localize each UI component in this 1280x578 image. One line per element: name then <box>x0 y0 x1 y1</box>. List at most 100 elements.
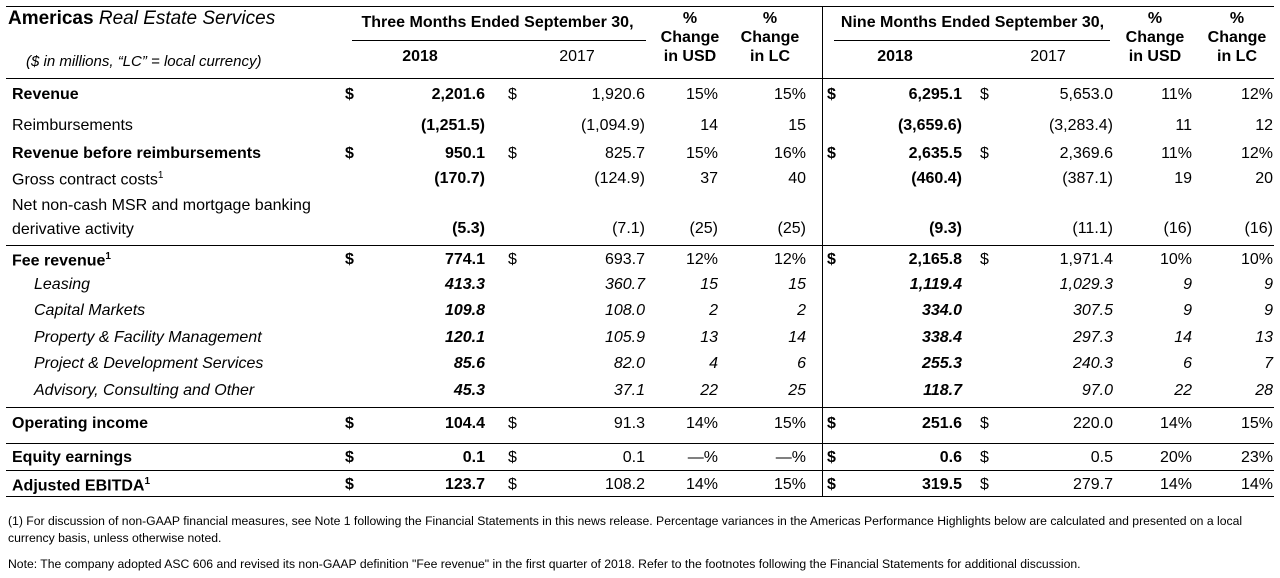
cell-q17: 82.0 <box>613 355 645 372</box>
dollar-sign: $ <box>980 476 989 493</box>
row-label-text: Adjusted EBITDA <box>12 477 145 495</box>
table-title: Americas Real Estate Services <box>8 8 275 30</box>
cell-n-usd: 14 <box>1174 329 1192 346</box>
cell-n17: (11.1) <box>1072 220 1113 237</box>
cell-n-lc: 7 <box>1264 355 1273 372</box>
cell-q17: 108.0 <box>604 302 645 319</box>
pct-symbol: % <box>1229 10 1245 27</box>
cell-q18: 2,201.6 <box>431 86 485 103</box>
cell-q-usd: 12% <box>685 251 718 268</box>
cell-q17: 108.2 <box>604 476 645 493</box>
cell-n18: 334.0 <box>921 302 962 319</box>
cell-n17: 97.0 <box>1081 382 1113 399</box>
cell-q-lc: 15% <box>773 415 806 432</box>
cell-q17: 1,920.6 <box>591 86 645 103</box>
cell-q-lc: 6 <box>797 355 806 372</box>
cell-n-usd: 20% <box>1159 449 1192 466</box>
cell-n-lc: 28 <box>1255 382 1273 399</box>
cell-q17: 693.7 <box>604 251 645 268</box>
cell-n17: 220.0 <box>1072 415 1113 432</box>
cell-q17: 37.1 <box>613 382 645 399</box>
row-label: Gross contract costs1 <box>12 170 163 189</box>
q-pct-usd-header: % Change in USD <box>655 9 725 66</box>
cell-n17: 279.7 <box>1072 476 1113 493</box>
cell-q17: 91.3 <box>613 415 645 432</box>
cell-q18: 413.3 <box>444 276 485 293</box>
cell-n18: (3,659.6) <box>897 117 962 134</box>
cell-n-lc: 14% <box>1240 476 1273 493</box>
cell-n18: (460.4) <box>911 170 962 187</box>
footnote-marker: 1 <box>157 170 164 181</box>
cell-q18: (5.3) <box>452 220 485 237</box>
cell-n-lc: 12% <box>1240 86 1273 103</box>
row-label: Project & Development Services <box>34 355 263 373</box>
cell-n-usd: 14% <box>1159 415 1192 432</box>
dollar-sign: $ <box>508 251 517 268</box>
cell-q-usd: 14 <box>700 117 718 134</box>
dollar-sign: $ <box>508 145 517 162</box>
cell-q18: (1,251.5) <box>420 117 485 134</box>
table-title-italic: Real Estate Services <box>98 8 276 29</box>
cell-q18: 85.6 <box>453 355 485 372</box>
dollar-sign: $ <box>345 449 354 466</box>
cell-q-usd: —% <box>687 449 718 466</box>
row-label: Property & Facility Management <box>34 329 262 347</box>
n-year-current: 2018 <box>877 48 913 65</box>
dollar-sign: $ <box>980 449 989 466</box>
pct-symbol: % <box>682 10 698 27</box>
cell-q-lc: 15 <box>788 276 806 293</box>
cell-n17: 2,369.6 <box>1059 145 1113 162</box>
dollar-sign: $ <box>827 251 836 268</box>
cell-q-usd: 22 <box>700 382 718 399</box>
cell-q-usd: 14% <box>685 476 718 493</box>
cell-q17: 360.7 <box>604 276 645 293</box>
cell-n18: 118.7 <box>923 382 962 399</box>
cell-n17: (3,283.4) <box>1048 117 1113 134</box>
row-label-text: Property & Facility Management <box>34 329 262 346</box>
dollar-sign: $ <box>508 449 517 466</box>
row-label-text: Operating income <box>12 415 149 432</box>
row-label-text: Revenue before reimbursements <box>12 145 261 162</box>
cell-q18: 950.1 <box>444 145 485 162</box>
footnote-note: Note: The company adopted ASC 606 and re… <box>8 557 1081 571</box>
footnote-marker: 1 <box>144 476 151 487</box>
dollar-sign: $ <box>345 476 354 493</box>
cell-n18: 1,119.4 <box>909 276 962 293</box>
cell-q18: 120.1 <box>444 329 485 346</box>
cell-n-usd: 6 <box>1183 355 1192 372</box>
row-label: Revenue <box>12 86 79 104</box>
dollar-sign: $ <box>827 476 836 493</box>
dollar-sign: $ <box>980 86 989 103</box>
cell-n18: 2,635.5 <box>908 145 962 162</box>
cell-q-usd: 15 <box>700 276 718 293</box>
row-label: Advisory, Consulting and Other <box>34 382 254 400</box>
pct-symbol: % <box>1147 10 1163 27</box>
cell-n18: 319.5 <box>921 476 962 493</box>
cell-q-lc: 15 <box>788 117 806 134</box>
cell-n17: (387.1) <box>1062 170 1113 187</box>
row-label-text: Fee revenue <box>12 252 106 270</box>
nine-months-header: Nine Months Ended September 30, <box>840 14 1105 31</box>
table-subtitle: ($ in millions, “LC” = local currency) <box>26 53 262 70</box>
cell-q17: (1,094.9) <box>580 117 645 134</box>
cell-q17: (124.9) <box>594 170 645 187</box>
cell-q-usd: (25) <box>689 220 718 237</box>
pct-line1: Change <box>740 29 800 46</box>
cell-n-lc: 9 <box>1264 302 1273 319</box>
cell-q-usd: 15% <box>685 145 718 162</box>
cell-q-lc: 14 <box>788 329 806 346</box>
cell-q17: (7.1) <box>612 220 645 237</box>
row-label-text: Equity earnings <box>12 449 133 466</box>
dollar-sign: $ <box>980 145 989 162</box>
dollar-sign: $ <box>508 415 517 432</box>
row-label: Reimbursements <box>12 117 133 135</box>
q-year-prior: 2017 <box>559 48 595 65</box>
cell-q18: 123.7 <box>444 476 485 493</box>
q-pct-lc-header: % Change in LC <box>735 9 805 66</box>
row-label-text: Reimbursements <box>12 117 133 134</box>
dollar-sign: $ <box>827 145 836 162</box>
row-label-text: Advisory, Consulting and Other <box>34 382 255 399</box>
q-year-current: 2018 <box>402 48 438 65</box>
cell-q18: 774.1 <box>444 251 485 268</box>
cell-q-lc: 2 <box>797 302 806 319</box>
